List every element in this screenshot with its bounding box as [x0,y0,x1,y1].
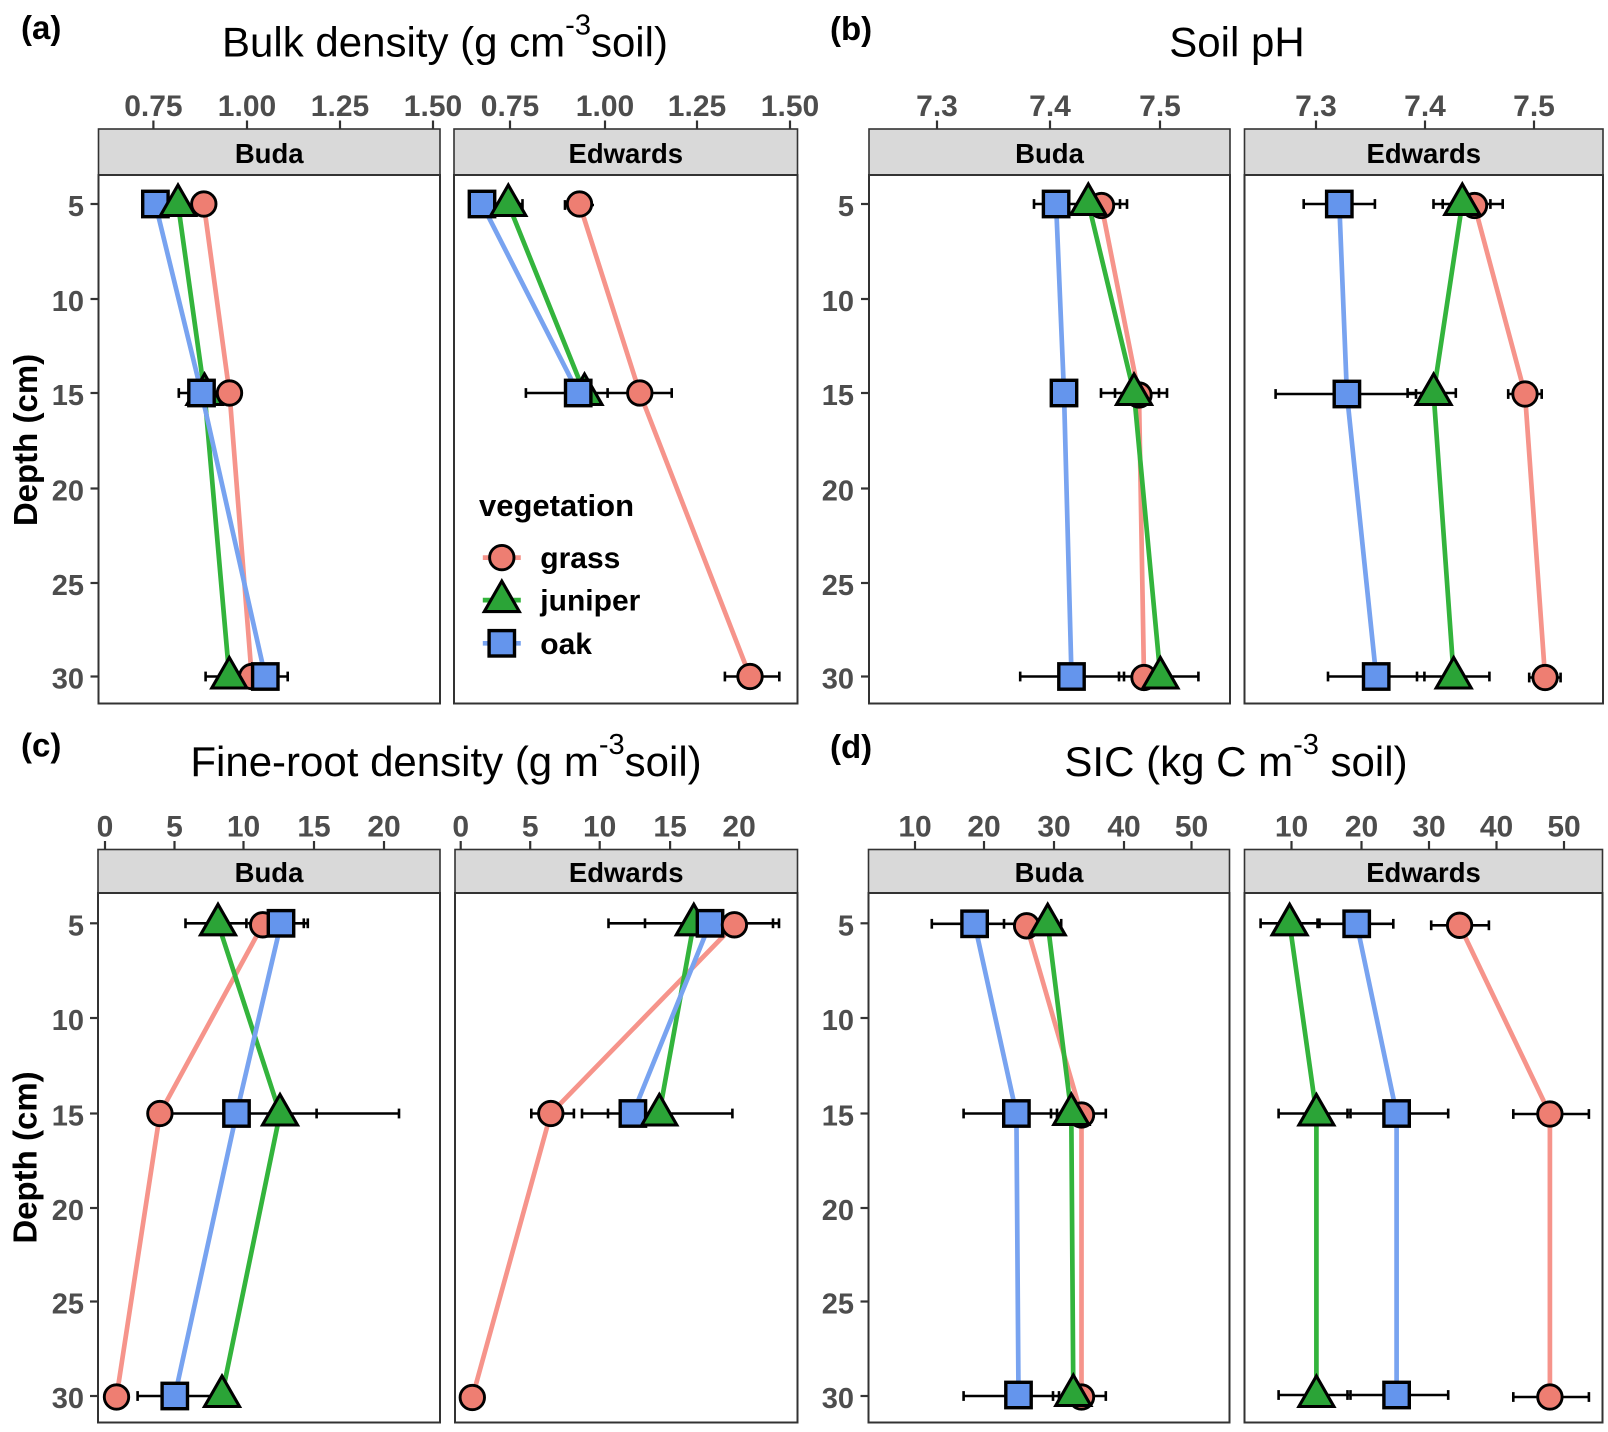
svg-text:15: 15 [653,811,686,844]
svg-text:10: 10 [822,1005,854,1037]
svg-text:5: 5 [68,191,84,223]
svg-text:grass: grass [540,542,620,575]
svg-text:25: 25 [822,1289,854,1321]
svg-text:7.4: 7.4 [1404,90,1446,123]
svg-text:15: 15 [52,380,84,412]
svg-text:Edwards: Edwards [569,857,684,888]
svg-text:(c): (c) [21,727,61,764]
svg-text:Buda: Buda [1015,857,1084,888]
svg-text:20: 20 [52,1195,84,1227]
svg-text:Buda: Buda [235,857,304,888]
svg-text:vegetation: vegetation [479,488,634,523]
svg-text:10: 10 [52,1005,84,1037]
svg-text:Edwards: Edwards [1366,857,1481,888]
svg-text:25: 25 [822,570,854,602]
svg-text:15: 15 [822,380,854,412]
svg-text:Buda: Buda [1015,138,1084,169]
svg-text:1.50: 1.50 [761,90,819,123]
svg-text:Depth (cm): Depth (cm) [7,354,44,526]
svg-text:Edwards: Edwards [1366,138,1481,169]
svg-text:30: 30 [1037,811,1070,844]
svg-text:Depth (cm): Depth (cm) [7,1071,44,1243]
svg-text:SIC (kg C m-3 soil): SIC (kg C m-3 soil) [1064,729,1407,785]
svg-text:Buda: Buda [235,138,304,169]
svg-text:0: 0 [97,811,114,844]
svg-text:7.5: 7.5 [1139,90,1181,123]
svg-text:(b): (b) [830,10,872,47]
svg-text:Fine-root density (g m-3soil): Fine-root density (g m-3soil) [190,729,701,785]
svg-text:Soil pH: Soil pH [1169,19,1304,66]
svg-text:Bulk density (g cm-3soil): Bulk density (g cm-3soil) [222,10,668,66]
svg-text:juniper: juniper [539,585,640,618]
svg-text:30: 30 [52,1383,84,1415]
svg-text:7.4: 7.4 [1029,90,1071,123]
svg-text:5: 5 [838,910,854,942]
svg-text:30: 30 [1412,811,1445,844]
svg-text:5: 5 [68,910,84,942]
svg-text:10: 10 [52,286,84,318]
svg-text:30: 30 [52,664,84,696]
svg-text:10: 10 [583,811,616,844]
svg-text:15: 15 [52,1101,84,1133]
svg-text:10: 10 [1275,811,1308,844]
svg-text:50: 50 [1547,811,1580,844]
svg-text:7.5: 7.5 [1513,90,1555,123]
svg-text:(a): (a) [21,9,61,46]
svg-text:10: 10 [227,811,260,844]
svg-text:1.50: 1.50 [404,90,462,123]
svg-text:15: 15 [297,811,330,844]
svg-text:30: 30 [822,664,854,696]
svg-text:0.75: 0.75 [481,90,539,123]
svg-text:20: 20 [367,811,400,844]
svg-text:20: 20 [1345,811,1378,844]
svg-text:1.00: 1.00 [576,90,634,123]
svg-text:10: 10 [898,811,931,844]
svg-text:20: 20 [822,476,854,508]
svg-text:0.75: 0.75 [124,90,182,123]
svg-text:0: 0 [452,811,469,844]
svg-text:40: 40 [1480,811,1513,844]
svg-text:20: 20 [722,811,755,844]
svg-text:20: 20 [52,476,84,508]
svg-text:5: 5 [838,191,854,223]
svg-text:Edwards: Edwards [568,138,683,169]
svg-text:7.3: 7.3 [916,90,958,123]
svg-text:10: 10 [822,286,854,318]
svg-text:1.25: 1.25 [668,90,726,123]
svg-text:15: 15 [822,1101,854,1133]
svg-text:1.00: 1.00 [218,90,276,123]
svg-text:(d): (d) [830,728,872,765]
svg-text:5: 5 [166,811,183,844]
svg-text:7.3: 7.3 [1295,90,1337,123]
svg-text:5: 5 [522,811,539,844]
svg-text:20: 20 [967,811,1000,844]
svg-text:40: 40 [1107,811,1140,844]
svg-text:20: 20 [822,1195,854,1227]
svg-text:25: 25 [52,1289,84,1321]
svg-text:1.25: 1.25 [311,90,369,123]
svg-text:50: 50 [1175,811,1208,844]
svg-text:oak: oak [540,628,592,661]
svg-text:25: 25 [52,570,84,602]
svg-text:30: 30 [822,1383,854,1415]
